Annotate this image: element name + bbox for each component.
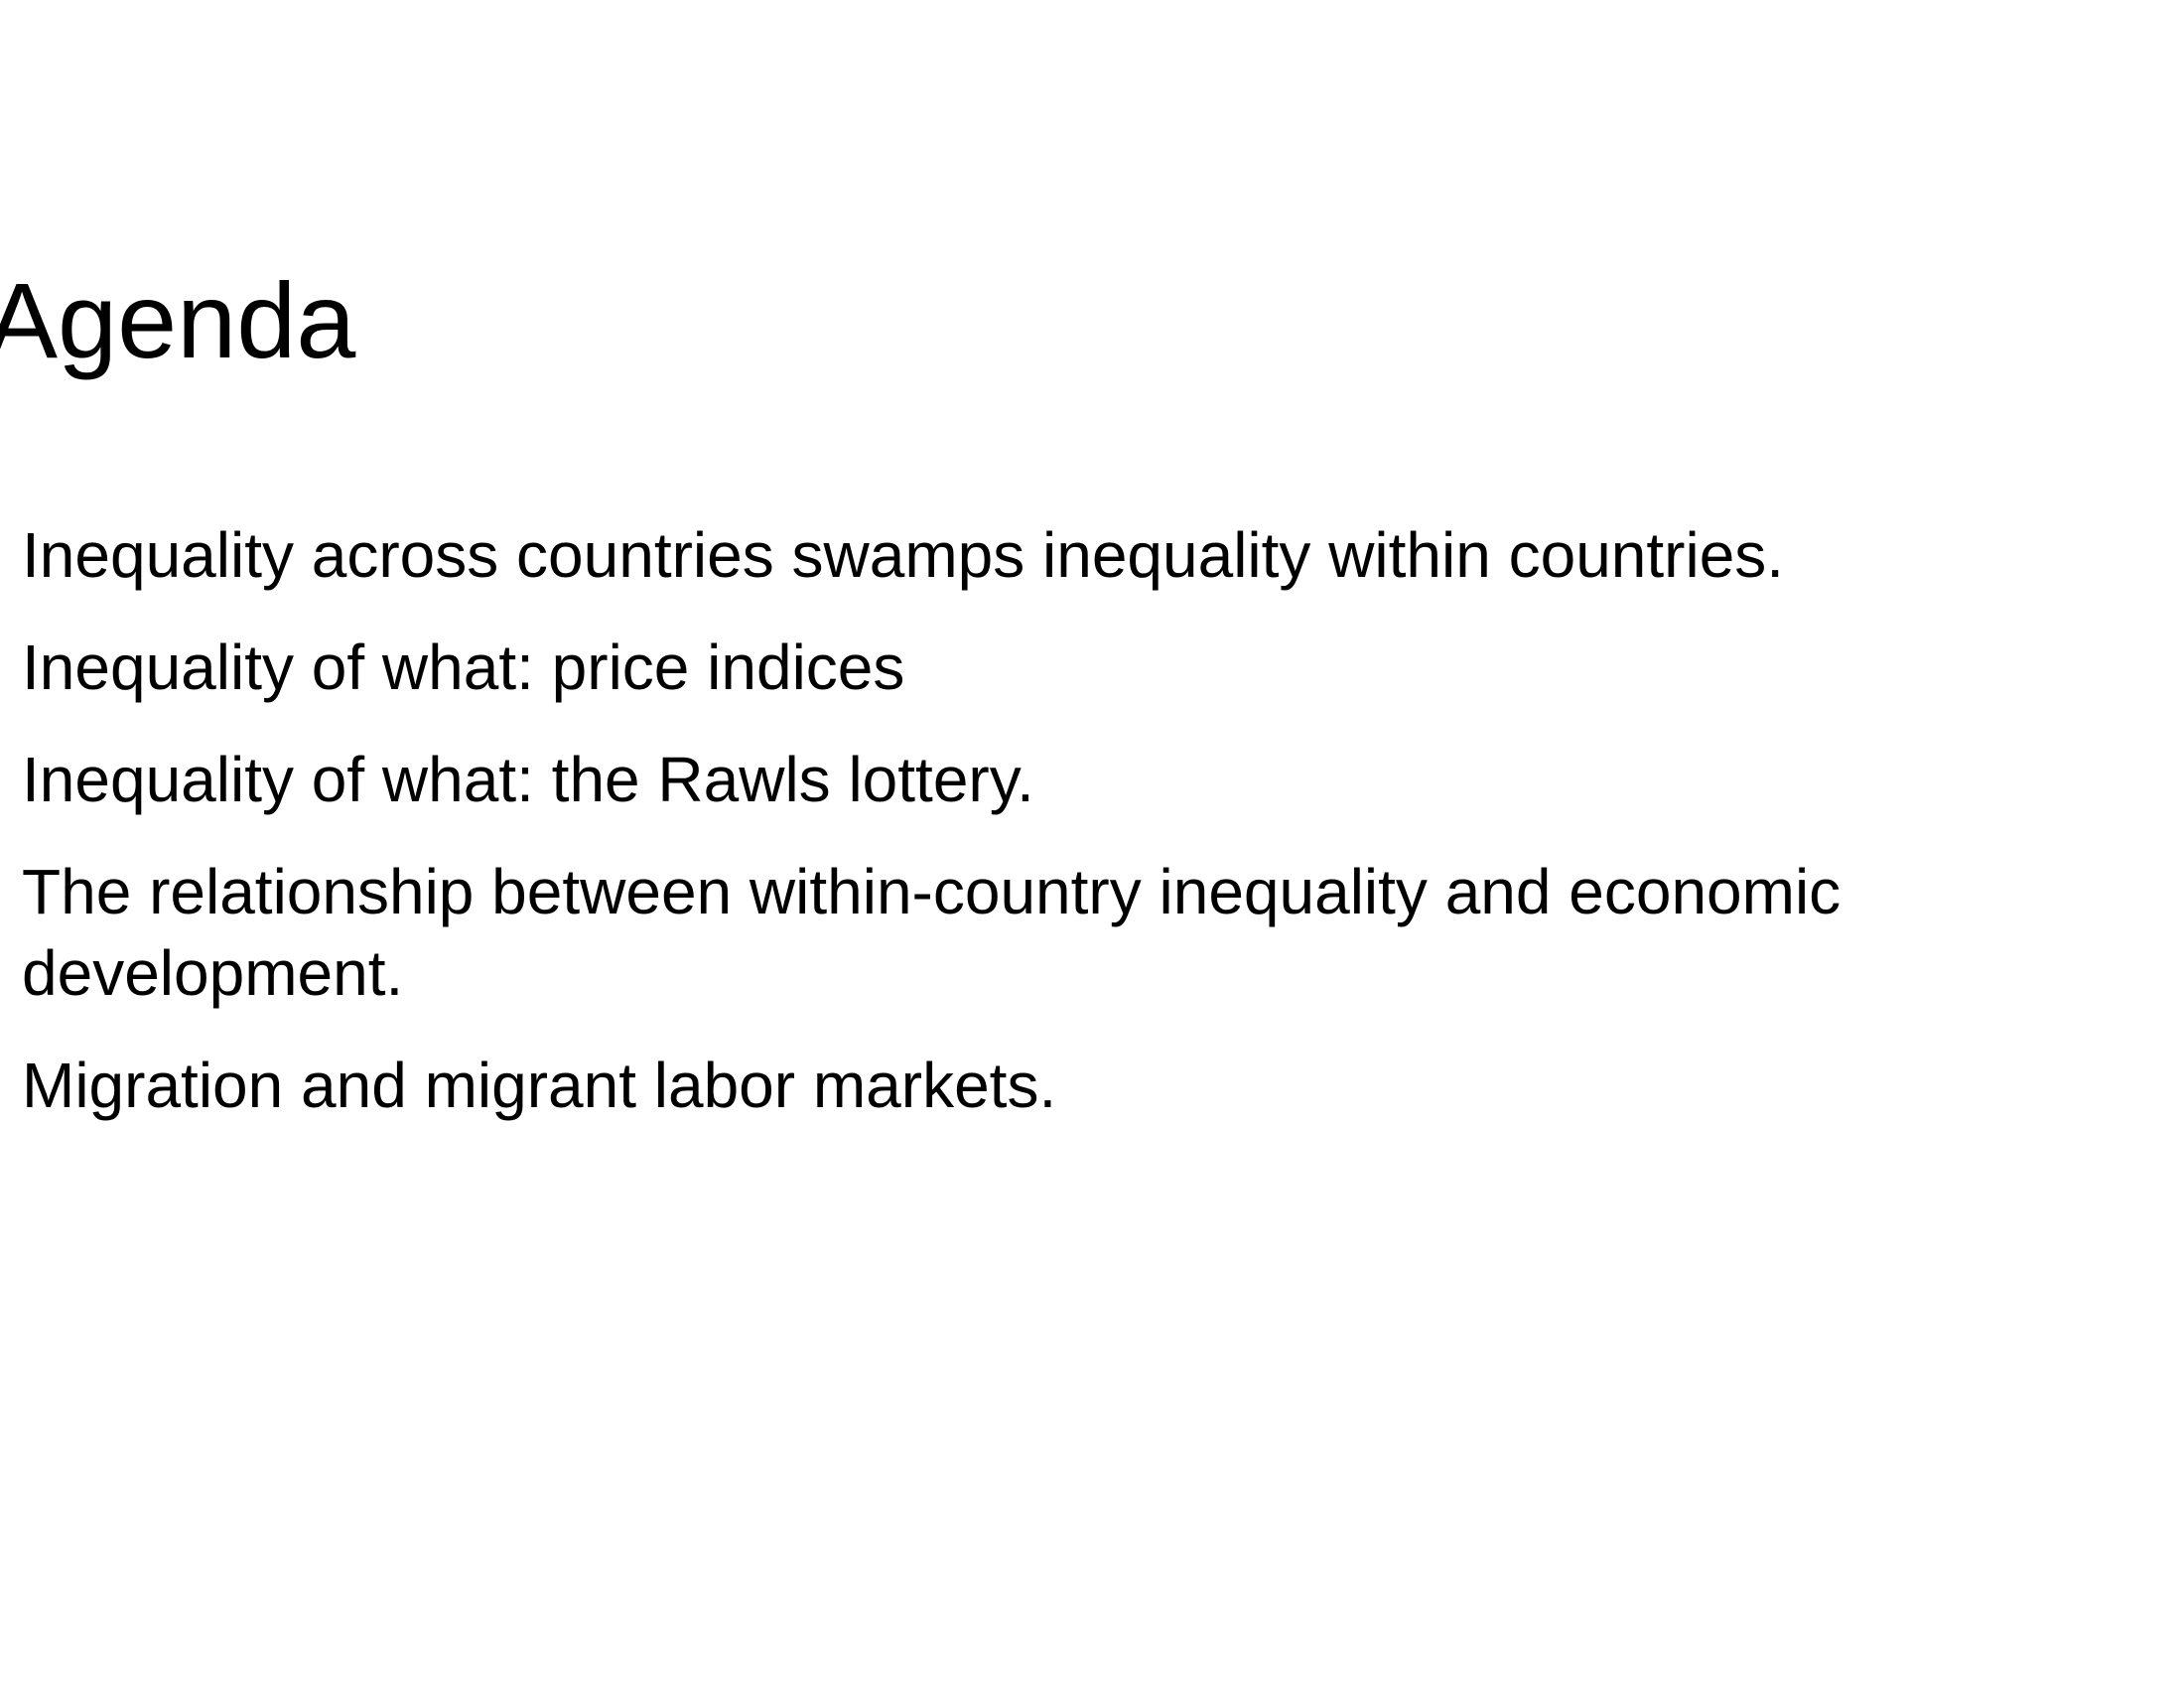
agenda-item-price-indices: Inequality of what: price indices	[22, 632, 905, 703]
agenda-item-cross-country-inequality: Inequality across countries swamps inequ…	[22, 519, 1785, 591]
agenda-item-migration: Migration and migrant labor markets.	[22, 1050, 1057, 1121]
agenda-item-inequality-development: The relationship between within-country …	[22, 856, 1842, 1009]
slide-title: Agenda	[0, 260, 356, 380]
agenda-item-rawls-lottery: Inequality of what: the Rawls lottery.	[22, 744, 1034, 815]
agenda-list: Inequality across countries swamps inequ…	[22, 514, 2146, 1157]
